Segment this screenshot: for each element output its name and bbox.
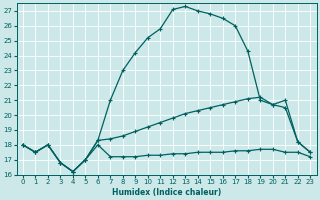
X-axis label: Humidex (Indice chaleur): Humidex (Indice chaleur) — [112, 188, 221, 197]
